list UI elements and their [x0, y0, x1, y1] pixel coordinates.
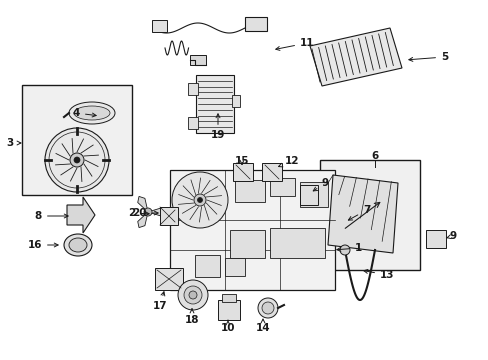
Text: 20: 20	[132, 208, 158, 218]
Circle shape	[339, 245, 349, 255]
Bar	[196, 75, 234, 133]
Ellipse shape	[74, 106, 110, 120]
Bar	[187, 83, 198, 95]
Circle shape	[178, 280, 207, 310]
Ellipse shape	[64, 234, 92, 256]
Circle shape	[172, 172, 227, 228]
Text: 1: 1	[336, 243, 362, 253]
Bar	[170, 170, 334, 290]
Bar	[231, 95, 240, 107]
Polygon shape	[309, 28, 401, 86]
Text: 17: 17	[152, 292, 167, 311]
Polygon shape	[67, 197, 95, 233]
Text: 13: 13	[363, 270, 394, 280]
Bar	[155, 268, 183, 290]
Bar	[299, 182, 327, 207]
Text: 12: 12	[278, 156, 299, 167]
Circle shape	[143, 208, 152, 216]
Text: 15: 15	[234, 156, 249, 166]
Polygon shape	[148, 208, 165, 216]
Text: 5: 5	[408, 52, 447, 62]
Text: 9: 9	[313, 178, 328, 191]
Circle shape	[45, 128, 109, 192]
Text: 6: 6	[370, 151, 378, 161]
Bar	[187, 117, 198, 129]
Text: 2: 2	[127, 208, 149, 218]
Bar	[299, 185, 317, 205]
Text: 4: 4	[73, 108, 96, 118]
Polygon shape	[327, 175, 397, 253]
Bar	[224, 258, 244, 276]
Bar	[160, 207, 178, 225]
Text: 19: 19	[210, 114, 225, 140]
Circle shape	[183, 286, 202, 304]
Text: 7: 7	[347, 205, 369, 220]
Bar	[319, 160, 419, 270]
Bar	[152, 20, 167, 32]
Text: 3: 3	[7, 138, 21, 148]
Bar	[269, 178, 294, 196]
Polygon shape	[138, 212, 148, 228]
Text: 18: 18	[184, 309, 199, 325]
Circle shape	[194, 194, 205, 206]
Text: 9: 9	[446, 231, 456, 241]
Bar	[425, 230, 445, 248]
Ellipse shape	[69, 238, 87, 252]
Text: 14: 14	[255, 319, 270, 333]
Circle shape	[197, 198, 202, 202]
Bar	[22, 85, 132, 195]
Bar	[262, 163, 282, 181]
Bar	[222, 294, 236, 302]
Bar	[229, 230, 264, 258]
Bar	[244, 17, 266, 31]
Text: 11: 11	[275, 38, 314, 50]
Text: 8: 8	[35, 211, 68, 221]
Circle shape	[262, 302, 273, 314]
Bar	[232, 163, 252, 181]
Bar	[190, 55, 205, 65]
Circle shape	[74, 157, 80, 163]
Text: 10: 10	[220, 320, 235, 333]
Ellipse shape	[69, 102, 115, 124]
Bar	[269, 228, 325, 258]
Text: 16: 16	[27, 240, 58, 250]
Polygon shape	[138, 197, 148, 212]
Circle shape	[70, 153, 84, 167]
Bar	[218, 300, 240, 320]
Bar	[235, 180, 264, 202]
Circle shape	[258, 298, 278, 318]
Bar	[195, 255, 220, 277]
Circle shape	[189, 291, 197, 299]
